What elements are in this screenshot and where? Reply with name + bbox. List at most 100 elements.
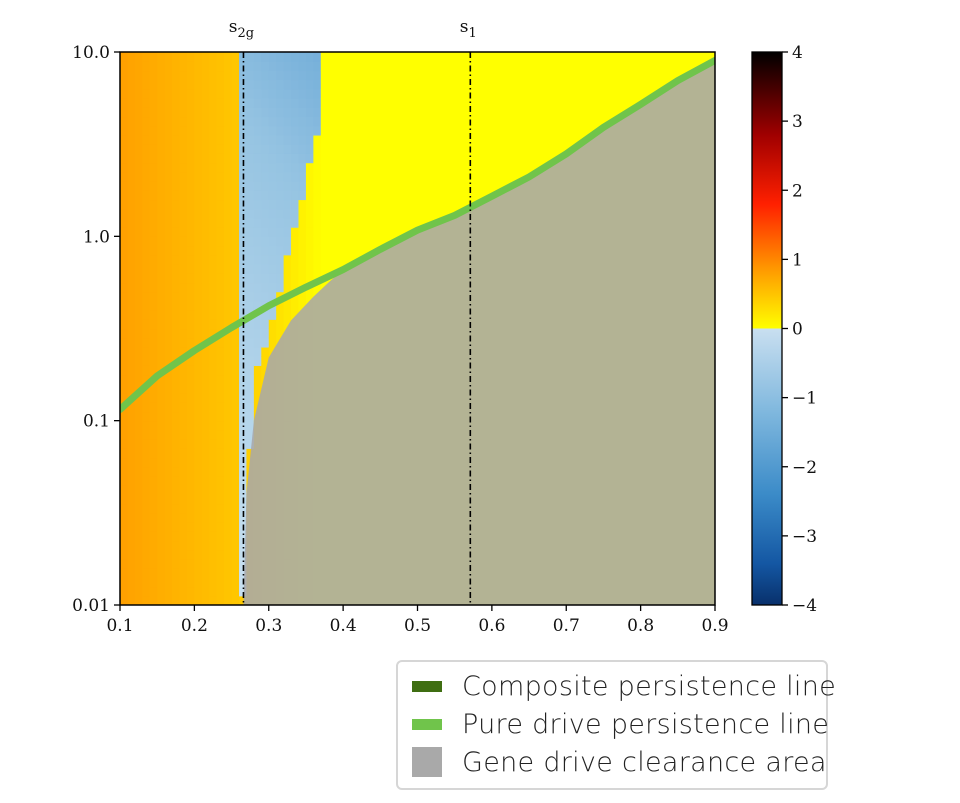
- heatmap-cell: [149, 98, 158, 108]
- heatmap-cell: [506, 107, 515, 118]
- heatmap-cell: [417, 125, 426, 136]
- heatmap-cell: [305, 190, 314, 201]
- heatmap-cell: [179, 558, 188, 569]
- heatmap-cell: [186, 125, 195, 136]
- heatmap-cell: [209, 457, 218, 468]
- heatmap-cell: [149, 61, 158, 72]
- heatmap-cell: [358, 171, 367, 182]
- heatmap-cell: [194, 577, 203, 588]
- heatmap-cell: [194, 217, 203, 228]
- heatmap-cell: [231, 107, 240, 118]
- heatmap-cell: [134, 70, 143, 81]
- heatmap-cell: [186, 586, 195, 597]
- heatmap-cell: [276, 319, 285, 330]
- heatmap-cell: [157, 475, 166, 486]
- heatmap-cell: [164, 116, 173, 127]
- heatmap-cell: [186, 52, 195, 62]
- heatmap-cell: [127, 79, 136, 90]
- heatmap-cell: [127, 291, 136, 302]
- heatmap-cell: [276, 208, 285, 219]
- clearance-area: [243, 60, 715, 605]
- heatmap-cell: [216, 531, 225, 542]
- heatmap-cell: [253, 236, 262, 247]
- heatmap-cell: [164, 337, 173, 348]
- heatmap-cell: [350, 98, 359, 108]
- heatmap-cell: [201, 273, 210, 284]
- heatmap-cell: [640, 70, 649, 81]
- heatmap-cell: [179, 420, 188, 431]
- heatmap-cell: [588, 79, 597, 90]
- heatmap-cell: [365, 88, 374, 99]
- heatmap-cell: [194, 88, 203, 99]
- heatmap-cell: [120, 263, 129, 274]
- heatmap-cell: [596, 88, 605, 99]
- heatmap-cell: [209, 531, 218, 542]
- heatmap-cell: [186, 393, 195, 403]
- heatmap-cell: [328, 263, 337, 274]
- heatmap-cell: [380, 107, 389, 118]
- heatmap-cell: [372, 171, 381, 182]
- heatmap-cell: [588, 61, 597, 72]
- heatmap-cell: [209, 199, 218, 210]
- heatmap-cell: [201, 107, 210, 118]
- heatmap-cell: [477, 107, 486, 118]
- heatmap-cell: [231, 558, 240, 569]
- heatmap-cell: [164, 245, 173, 256]
- heatmap-cell: [231, 52, 240, 62]
- heatmap-cell: [194, 107, 203, 118]
- heatmap-cell: [343, 181, 352, 191]
- heatmap-cell: [209, 52, 218, 62]
- heatmap-cell: [127, 319, 136, 330]
- heatmap-cell: [268, 282, 277, 293]
- heatmap-cell: [231, 144, 240, 154]
- legend-label-pure-drive: Pure drive persistence line: [462, 708, 830, 740]
- heatmap-cell: [543, 153, 552, 164]
- heatmap-cell: [417, 107, 426, 118]
- heatmap-cell: [209, 328, 218, 339]
- heatmap-cell: [164, 393, 173, 403]
- heatmap-cell: [372, 98, 381, 108]
- heatmap-cell: [231, 291, 240, 302]
- heatmap-cell: [239, 365, 248, 376]
- heatmap-cell: [566, 125, 575, 136]
- heatmap-cell: [246, 420, 255, 431]
- heatmap-cell: [402, 144, 411, 154]
- heatmap-cell: [529, 52, 538, 62]
- colorbar-tick-label: 3: [792, 112, 803, 132]
- heatmap-cell: [127, 448, 136, 459]
- heatmap-cell: [447, 107, 456, 118]
- heatmap-cell: [335, 134, 344, 145]
- heatmap-cell: [216, 540, 225, 551]
- heatmap-cell: [372, 144, 381, 154]
- heatmap-cell: [231, 263, 240, 274]
- heatmap-cell: [157, 310, 166, 320]
- heatmap-cell: [149, 531, 158, 542]
- heatmap-cell: [201, 356, 210, 366]
- heatmap-cell: [127, 236, 136, 247]
- heatmap-cell: [573, 116, 582, 127]
- heatmap-cell: [186, 328, 195, 339]
- heatmap-cell: [320, 208, 329, 219]
- heatmap-cell: [216, 402, 225, 413]
- heatmap-cell: [127, 125, 136, 136]
- heatmap-cell: [536, 79, 545, 90]
- heatmap-cell: [328, 245, 337, 256]
- heatmap-cell: [350, 181, 359, 191]
- heatmap-cell: [149, 485, 158, 495]
- heatmap-cell: [328, 181, 337, 191]
- heatmap-cell: [224, 125, 233, 136]
- heatmap-cell: [179, 190, 188, 201]
- heatmap-cell: [447, 134, 456, 145]
- heatmap-cell: [484, 144, 493, 154]
- heatmap-cell: [246, 402, 255, 413]
- heatmap-cell: [224, 254, 233, 265]
- heatmap-cell: [194, 310, 203, 320]
- heatmap-cell: [194, 273, 203, 284]
- heatmap-cell: [276, 328, 285, 339]
- heatmap-cell: [358, 125, 367, 136]
- heatmap-cell: [194, 282, 203, 293]
- heatmap-cell: [484, 181, 493, 191]
- heatmap-cell: [172, 236, 181, 247]
- heatmap-cell: [536, 52, 545, 62]
- heatmap-cell: [402, 162, 411, 173]
